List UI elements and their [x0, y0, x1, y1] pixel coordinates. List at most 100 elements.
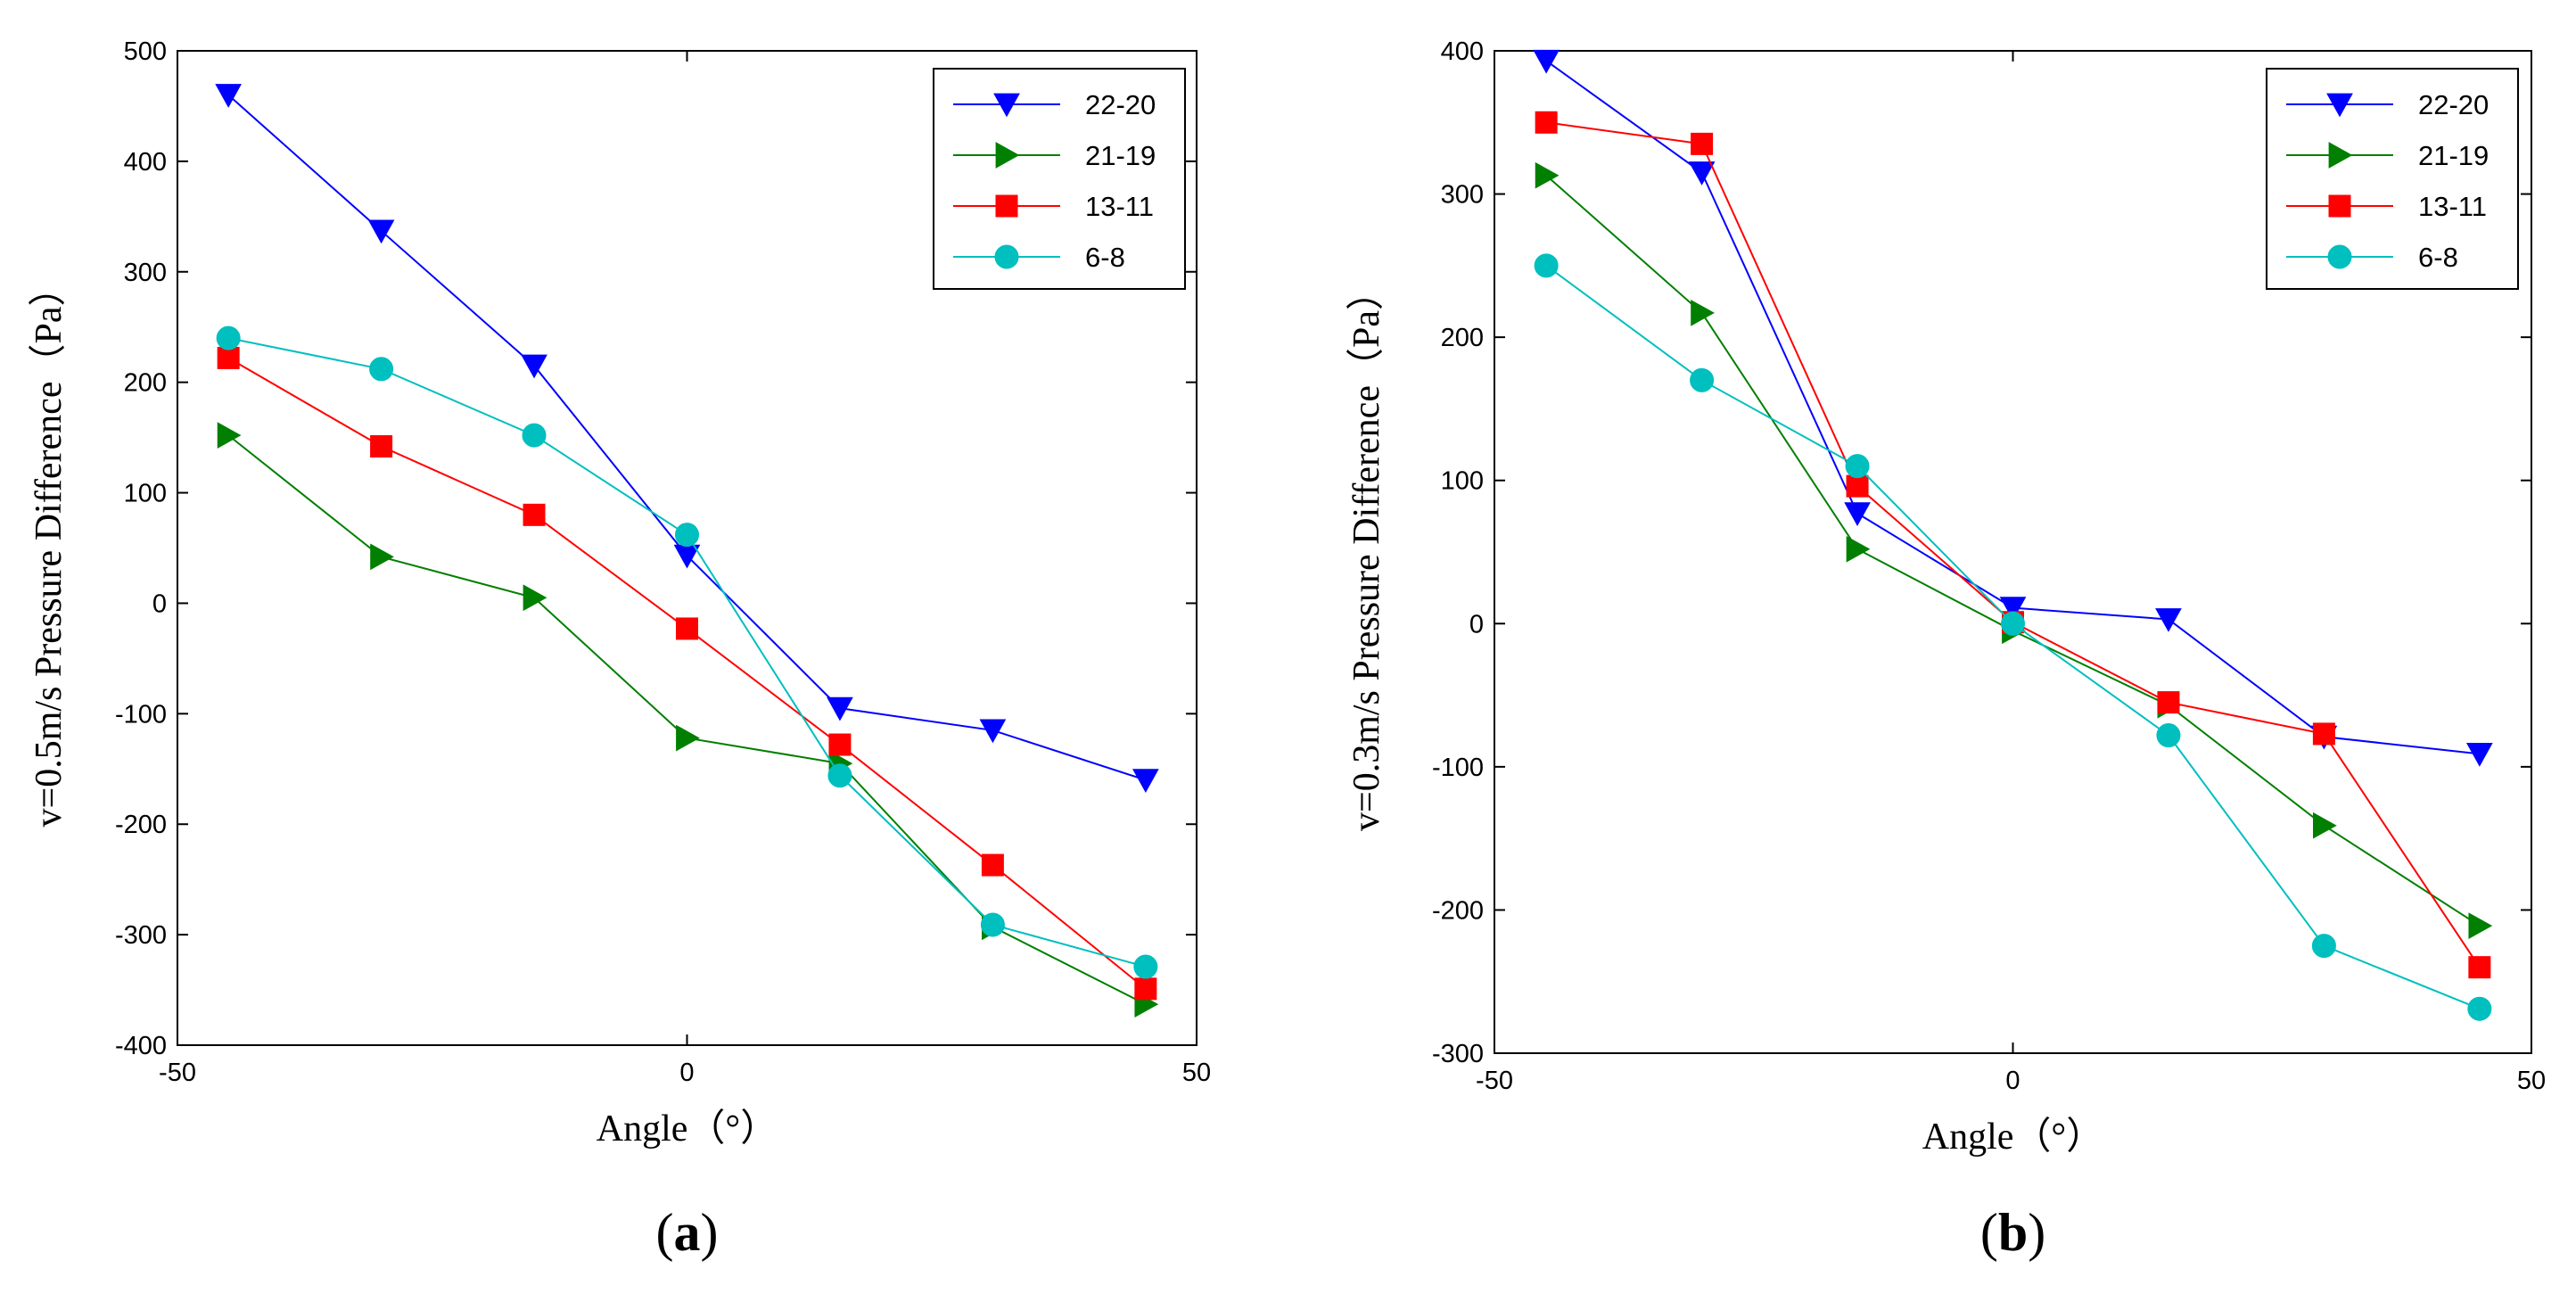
- panel-a-ytick-label: 300: [124, 259, 167, 287]
- panel-a-legend-marker: [995, 142, 1020, 169]
- panel-b-legend-marker: [2326, 93, 2353, 118]
- panel-a-data-point: [676, 617, 698, 640]
- panel-b-legend: 22-20 21-19 13-11 6-8: [2266, 68, 2519, 290]
- panel-b-data-point: [1688, 161, 1716, 185]
- panel-a-ytick-label: -200: [115, 811, 167, 839]
- panel-a-data-point: [1132, 769, 1159, 793]
- panel-b-legend-label: 6-8: [2418, 242, 2458, 273]
- panel-b-legend-label: 13-11: [2418, 191, 2487, 222]
- panel-a-ytick-label: 400: [124, 148, 167, 177]
- panel-b-data-point: [2468, 956, 2491, 979]
- panel-b-x-axis-label: Angle（°）: [1922, 1117, 2103, 1158]
- panel-b-ytick-label: -100: [1432, 754, 1484, 782]
- panel-a-legend: 22-20 21-19 13-11 6-8: [933, 68, 1186, 290]
- panel-a-legend-label: 21-19: [1085, 140, 1156, 171]
- panel-a-data-point: [1134, 977, 1157, 1001]
- panel-b-legend-marker: [2328, 194, 2351, 218]
- panel-b-data-point: [1535, 111, 1558, 134]
- panel-a-legend-marker: [993, 93, 1020, 118]
- panel-a-legend-label: 22-20: [1085, 89, 1156, 120]
- panel-b-ytick-label: 200: [1441, 324, 1484, 352]
- panel-b-ytick-label: -200: [1432, 896, 1484, 925]
- panel-a-data-point: [827, 696, 853, 721]
- panel-b-data-point: [1535, 161, 1560, 189]
- panel-b-data-point: [2312, 722, 2335, 746]
- panel-b-legend-label: 22-20: [2418, 89, 2489, 120]
- panel-b-data-point: [2468, 912, 2493, 939]
- panel-a-data-point: [217, 346, 240, 369]
- panel-a-xtick-label: 0: [679, 1059, 694, 1087]
- panel-a-y-axis-label: v=0.5m/s Pressure Difference（Pa）: [29, 269, 70, 828]
- panel-b-data-point: [2313, 812, 2337, 839]
- panel-a-data-point: [523, 584, 547, 612]
- panel-b-ytick-label: 100: [1441, 467, 1484, 496]
- panel-a-data-point: [979, 719, 1007, 744]
- panel-a-data-point: [827, 763, 852, 788]
- panel-b-data-point: [2466, 743, 2493, 767]
- panel-b-xtick-label: 0: [2005, 1067, 2020, 1095]
- panel-a-ytick-label: -100: [115, 700, 167, 729]
- panel-b-ytick-label: 300: [1441, 181, 1484, 210]
- panel-b: -300 -200 -100 0 100 200 300 400 -50 0 50 Angle（°） v…: [1346, 37, 2546, 1262]
- panel-a-ytick-label: 500: [124, 37, 167, 66]
- panel-b-data-point: [1846, 535, 1871, 563]
- panel-a-xtick-label: -50: [159, 1059, 196, 1087]
- panel-a-data-point: [370, 543, 394, 571]
- panel-a-data-point: [980, 912, 1005, 937]
- panel-a-data-point: [523, 503, 546, 526]
- panel-b-data-point: [2311, 934, 2336, 959]
- panel-b-data-point: [1534, 253, 1559, 278]
- panel-b-data-point: [1844, 502, 1871, 526]
- panel-a-ytick-label: 200: [124, 369, 167, 398]
- panel-a-data-point: [216, 326, 241, 350]
- panel-b-data-point: [1690, 367, 1715, 392]
- panel-b-series-6-8: [1534, 253, 2492, 1021]
- panel-b-data-point: [1691, 299, 1715, 326]
- panel-b-data-point: [2157, 691, 2180, 714]
- panel-a-series-13-11: [217, 346, 1157, 1001]
- panel-b-data-point: [1999, 597, 2027, 621]
- panel-b-ytick-label: 400: [1441, 37, 1484, 66]
- panel-b-data-point: [2155, 608, 2182, 632]
- panel-b-data-point: [1691, 132, 1714, 155]
- panel-a-legend-marker: [994, 244, 1019, 269]
- panel-a-series-6-8: [216, 326, 1158, 979]
- panel-b-y-axis-label: v=0.3m/s Pressure Difference（Pa）: [1346, 273, 1387, 831]
- panel-a-data-point: [981, 853, 1004, 877]
- panel-a-data-point: [367, 219, 395, 244]
- panel-a-legend-box: [933, 68, 1186, 290]
- panel-b-ytick-label: 0: [1469, 610, 1484, 639]
- panel-a-data-point: [1133, 954, 1158, 979]
- panel-b-caption-label: (b): [1980, 1203, 2045, 1262]
- panel-b-xtick-label: 50: [2517, 1067, 2546, 1095]
- panel-a-x-axis-label: Angle（°）: [597, 1108, 778, 1150]
- panel-a-xtick-label: 50: [1182, 1059, 1211, 1087]
- panel-a-series-22-20: [215, 84, 1159, 793]
- panel-b-data-point: [2001, 611, 2025, 636]
- panel-a-ytick-label: 0: [152, 589, 167, 618]
- panel-a-data-point: [521, 354, 547, 379]
- panel-a-caption-label: (a): [656, 1203, 719, 1262]
- panel-a-data-point: [217, 422, 242, 449]
- panel-a-data-point: [828, 733, 852, 756]
- panel-b-legend-marker: [2327, 244, 2352, 269]
- panel-b-xtick-label: -50: [1476, 1067, 1513, 1095]
- panel-a-data-point: [215, 84, 242, 108]
- panel-a-data-point: [675, 523, 699, 548]
- panel-a-data-point: [522, 423, 547, 448]
- panel-b-data-point: [2156, 723, 2181, 748]
- panel-a-ytick-label: 100: [124, 480, 167, 508]
- panel-b-legend-label: 21-19: [2418, 140, 2489, 171]
- panel-b-legend-box: [2266, 68, 2519, 290]
- panel-a-data-point: [370, 435, 393, 458]
- panel-a-legend-marker: [995, 194, 1018, 218]
- panel-a-legend-label: 6-8: [1085, 242, 1125, 273]
- panel-a: -400 -300 -200 -100 0 100 200 300 400 500 -50 0 50 An…: [29, 37, 1211, 1262]
- panel-a-data-point: [676, 724, 700, 752]
- panel-a-legend-label: 13-11: [1085, 191, 1154, 222]
- panel-b-ytick-label: -300: [1432, 1040, 1484, 1068]
- panel-b-data-point: [2467, 996, 2492, 1021]
- panel-b-data-point: [1845, 454, 1870, 479]
- panel-b-data-point: [1846, 474, 1869, 498]
